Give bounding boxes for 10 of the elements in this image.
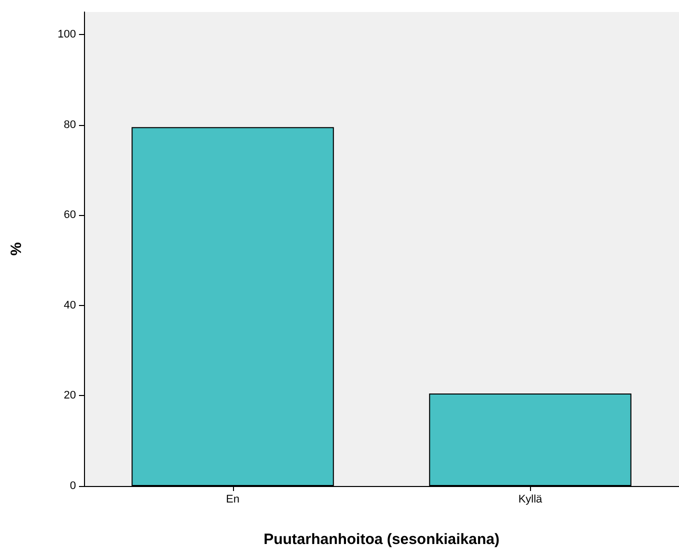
y-tick-label: 100 [58, 28, 76, 41]
y-tick-label: 40 [64, 299, 76, 312]
y-axis-title: % [8, 242, 25, 256]
y-tick-label: 80 [64, 118, 76, 131]
x-axis-title: Puutarhanhoitoa (sesonkiaikana) [264, 531, 500, 548]
x-tick-label: En [226, 494, 240, 506]
y-tick-label: 60 [64, 209, 76, 222]
x-tick-label: Kyllä [518, 494, 544, 506]
y-tick-label: 0 [70, 480, 76, 492]
y-tick-label: 20 [64, 390, 76, 402]
